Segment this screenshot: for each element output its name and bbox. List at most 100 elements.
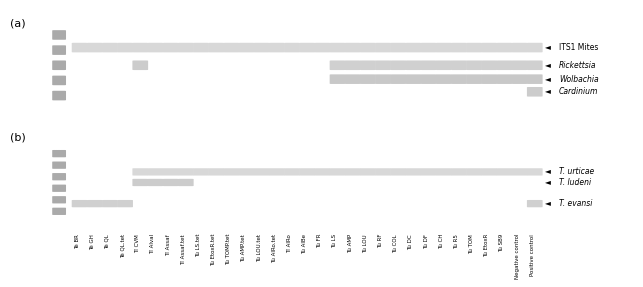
- FancyBboxPatch shape: [406, 43, 421, 53]
- FancyBboxPatch shape: [496, 43, 512, 53]
- FancyBboxPatch shape: [193, 43, 209, 53]
- FancyBboxPatch shape: [375, 43, 391, 53]
- Text: ◄: ◄: [545, 167, 553, 177]
- Text: Tu LOU.tet: Tu LOU.tet: [257, 234, 262, 262]
- FancyBboxPatch shape: [299, 43, 315, 53]
- FancyBboxPatch shape: [466, 74, 482, 84]
- FancyBboxPatch shape: [254, 43, 269, 53]
- FancyBboxPatch shape: [102, 43, 118, 53]
- Text: 50bp
ladder: 50bp ladder: [50, 12, 69, 23]
- Text: Tu TOM: Tu TOM: [469, 234, 474, 254]
- FancyBboxPatch shape: [466, 61, 482, 70]
- FancyBboxPatch shape: [148, 43, 163, 53]
- FancyBboxPatch shape: [512, 74, 527, 84]
- FancyBboxPatch shape: [390, 43, 406, 53]
- Text: Tu EtoxR: Tu EtoxR: [484, 234, 489, 257]
- FancyBboxPatch shape: [421, 61, 437, 70]
- FancyBboxPatch shape: [163, 179, 179, 186]
- Text: Te BR: Te BR: [75, 234, 80, 249]
- Text: Tu TOMP.tet: Tu TOMP.tet: [226, 234, 231, 265]
- FancyBboxPatch shape: [52, 162, 66, 169]
- FancyBboxPatch shape: [330, 74, 345, 84]
- FancyBboxPatch shape: [496, 74, 512, 84]
- FancyBboxPatch shape: [178, 43, 194, 53]
- FancyBboxPatch shape: [390, 61, 406, 70]
- FancyBboxPatch shape: [330, 61, 345, 70]
- FancyBboxPatch shape: [330, 168, 345, 176]
- Text: TI Alval: TI Alval: [150, 234, 156, 254]
- FancyBboxPatch shape: [269, 43, 285, 53]
- Text: Tu LS: Tu LS: [332, 234, 338, 248]
- FancyBboxPatch shape: [102, 200, 118, 207]
- Text: Te QL: Te QL: [105, 234, 110, 249]
- Text: Cardinium: Cardinium: [559, 87, 598, 96]
- FancyBboxPatch shape: [406, 168, 421, 176]
- FancyBboxPatch shape: [208, 168, 224, 176]
- FancyBboxPatch shape: [52, 75, 66, 85]
- Text: ◄: ◄: [545, 75, 553, 84]
- FancyBboxPatch shape: [436, 43, 451, 53]
- Text: Tu AIRo.tet: Tu AIRo.tet: [272, 234, 277, 263]
- FancyBboxPatch shape: [421, 74, 437, 84]
- FancyBboxPatch shape: [360, 168, 376, 176]
- FancyBboxPatch shape: [52, 185, 66, 192]
- FancyBboxPatch shape: [52, 173, 66, 180]
- Text: ITS1 Mites: ITS1 Mites: [559, 43, 598, 52]
- Text: ◄: ◄: [545, 178, 553, 187]
- FancyBboxPatch shape: [314, 43, 331, 53]
- FancyBboxPatch shape: [163, 168, 179, 176]
- FancyBboxPatch shape: [148, 168, 163, 176]
- FancyBboxPatch shape: [421, 168, 437, 176]
- FancyBboxPatch shape: [390, 74, 406, 84]
- FancyBboxPatch shape: [527, 74, 543, 84]
- FancyBboxPatch shape: [451, 168, 467, 176]
- FancyBboxPatch shape: [87, 43, 103, 53]
- Text: (b): (b): [10, 133, 25, 143]
- FancyBboxPatch shape: [284, 43, 300, 53]
- FancyBboxPatch shape: [466, 43, 482, 53]
- FancyBboxPatch shape: [117, 200, 133, 207]
- FancyBboxPatch shape: [87, 200, 103, 207]
- FancyBboxPatch shape: [193, 168, 209, 176]
- Text: Tu AMP.tet: Tu AMP.tet: [242, 234, 246, 262]
- FancyBboxPatch shape: [72, 200, 87, 207]
- FancyBboxPatch shape: [527, 168, 543, 176]
- FancyBboxPatch shape: [482, 74, 497, 84]
- Text: ◄: ◄: [545, 87, 553, 96]
- FancyBboxPatch shape: [360, 74, 376, 84]
- Text: T. ludeni: T. ludeni: [559, 178, 591, 187]
- Text: Te QL.tet: Te QL.tet: [120, 234, 125, 258]
- FancyBboxPatch shape: [239, 43, 255, 53]
- FancyBboxPatch shape: [269, 168, 285, 176]
- FancyBboxPatch shape: [527, 87, 543, 97]
- FancyBboxPatch shape: [254, 168, 269, 176]
- FancyBboxPatch shape: [451, 43, 467, 53]
- Text: ◄: ◄: [545, 43, 553, 52]
- FancyBboxPatch shape: [345, 74, 361, 84]
- Text: Tu R5: Tu R5: [454, 234, 459, 249]
- FancyBboxPatch shape: [436, 168, 451, 176]
- Text: Tu RF: Tu RF: [378, 234, 383, 249]
- FancyBboxPatch shape: [178, 179, 194, 186]
- Text: ◄: ◄: [545, 199, 553, 208]
- Text: T. evansi: T. evansi: [559, 199, 592, 208]
- FancyBboxPatch shape: [360, 43, 376, 53]
- FancyBboxPatch shape: [482, 43, 497, 53]
- FancyBboxPatch shape: [345, 43, 361, 53]
- FancyBboxPatch shape: [527, 61, 543, 70]
- Text: Tu COL: Tu COL: [394, 234, 398, 253]
- FancyBboxPatch shape: [512, 61, 527, 70]
- Text: T. urticae: T. urticae: [559, 167, 594, 177]
- FancyBboxPatch shape: [330, 43, 345, 53]
- FancyBboxPatch shape: [436, 61, 451, 70]
- Text: Rickettsia: Rickettsia: [559, 61, 596, 70]
- Text: Tu AMP: Tu AMP: [348, 234, 353, 253]
- FancyBboxPatch shape: [52, 208, 66, 215]
- FancyBboxPatch shape: [345, 168, 361, 176]
- Text: (a): (a): [10, 19, 25, 29]
- FancyBboxPatch shape: [466, 168, 482, 176]
- FancyBboxPatch shape: [284, 168, 300, 176]
- Text: Negative control: Negative control: [514, 234, 520, 280]
- FancyBboxPatch shape: [163, 43, 179, 53]
- Text: 100bp
ladder: 100bp ladder: [50, 140, 69, 151]
